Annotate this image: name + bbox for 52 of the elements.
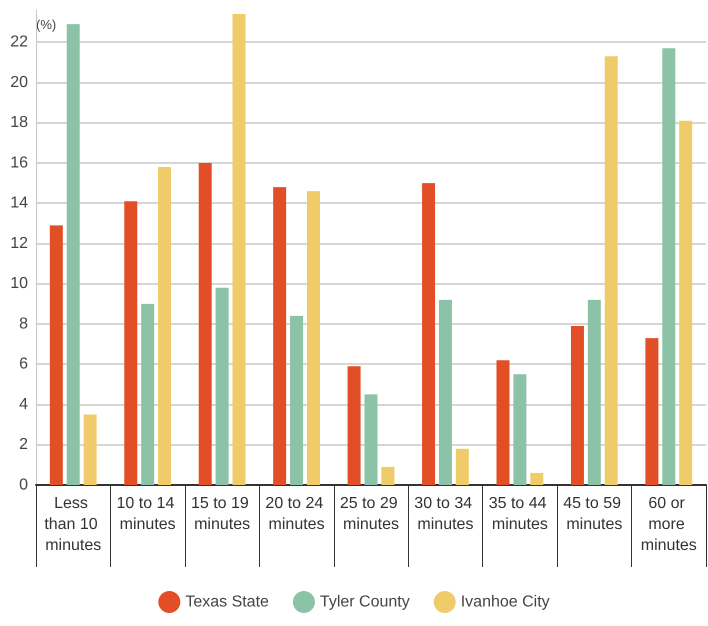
legend-label: Ivanhoe City xyxy=(460,594,550,610)
x-tick-label: 30 to 34 minutes xyxy=(414,495,477,533)
y-tick-label: 14 xyxy=(10,194,28,212)
x-tick-label: 15 to 19 minutes xyxy=(190,495,254,533)
bar xyxy=(232,14,246,485)
x-tick-label: 60 or more minutes xyxy=(640,495,697,554)
bar xyxy=(645,338,658,485)
bar xyxy=(124,201,138,485)
bar xyxy=(662,48,676,485)
bar xyxy=(456,448,469,485)
y-tick-label: 20 xyxy=(10,74,28,91)
bar xyxy=(364,394,378,485)
y-tick-label: 4 xyxy=(19,396,28,413)
bar xyxy=(216,288,229,485)
bar xyxy=(198,162,212,485)
y-tick-label: 10 xyxy=(10,275,28,292)
y-tick-label: 2 xyxy=(19,436,28,454)
bar xyxy=(50,225,63,485)
bar xyxy=(84,414,97,485)
bar xyxy=(604,56,618,485)
bar xyxy=(381,466,394,485)
bar xyxy=(570,326,584,485)
x-tick-label: Less than 10 minutes xyxy=(44,495,102,554)
bar xyxy=(679,120,692,485)
bar xyxy=(158,166,172,485)
y-tick-label: 8 xyxy=(19,315,28,332)
y-tick-label: 18 xyxy=(10,114,28,132)
x-tick-label: 20 to 24 minutes xyxy=(265,495,328,533)
bar xyxy=(422,183,436,485)
bar xyxy=(66,24,80,485)
y-tick-label: 16 xyxy=(10,154,28,172)
y-axis-title: (%) xyxy=(36,17,56,32)
bar xyxy=(306,191,320,485)
y-tick-label: 22 xyxy=(10,34,28,51)
y-tick-label: 12 xyxy=(10,234,28,252)
bar xyxy=(513,374,526,485)
x-tick-label: 45 to 59 minutes xyxy=(563,495,626,533)
y-tick-label: 0 xyxy=(19,476,28,494)
bar xyxy=(290,316,304,485)
y-tick-label: 6 xyxy=(19,356,28,373)
x-tick-label: 10 to 14 minutes xyxy=(116,495,179,533)
x-tick-label: 25 to 29 minutes xyxy=(340,495,402,533)
bar xyxy=(141,304,154,485)
bar xyxy=(438,300,452,485)
bar xyxy=(273,187,286,485)
x-tick-label: 35 to 44 minutes xyxy=(488,495,552,533)
bar xyxy=(530,472,544,485)
legend-label: Texas State xyxy=(185,594,270,610)
bar xyxy=(496,360,510,485)
legend-label: Tyler County xyxy=(320,594,410,610)
bar xyxy=(348,366,361,485)
bar xyxy=(588,300,601,485)
